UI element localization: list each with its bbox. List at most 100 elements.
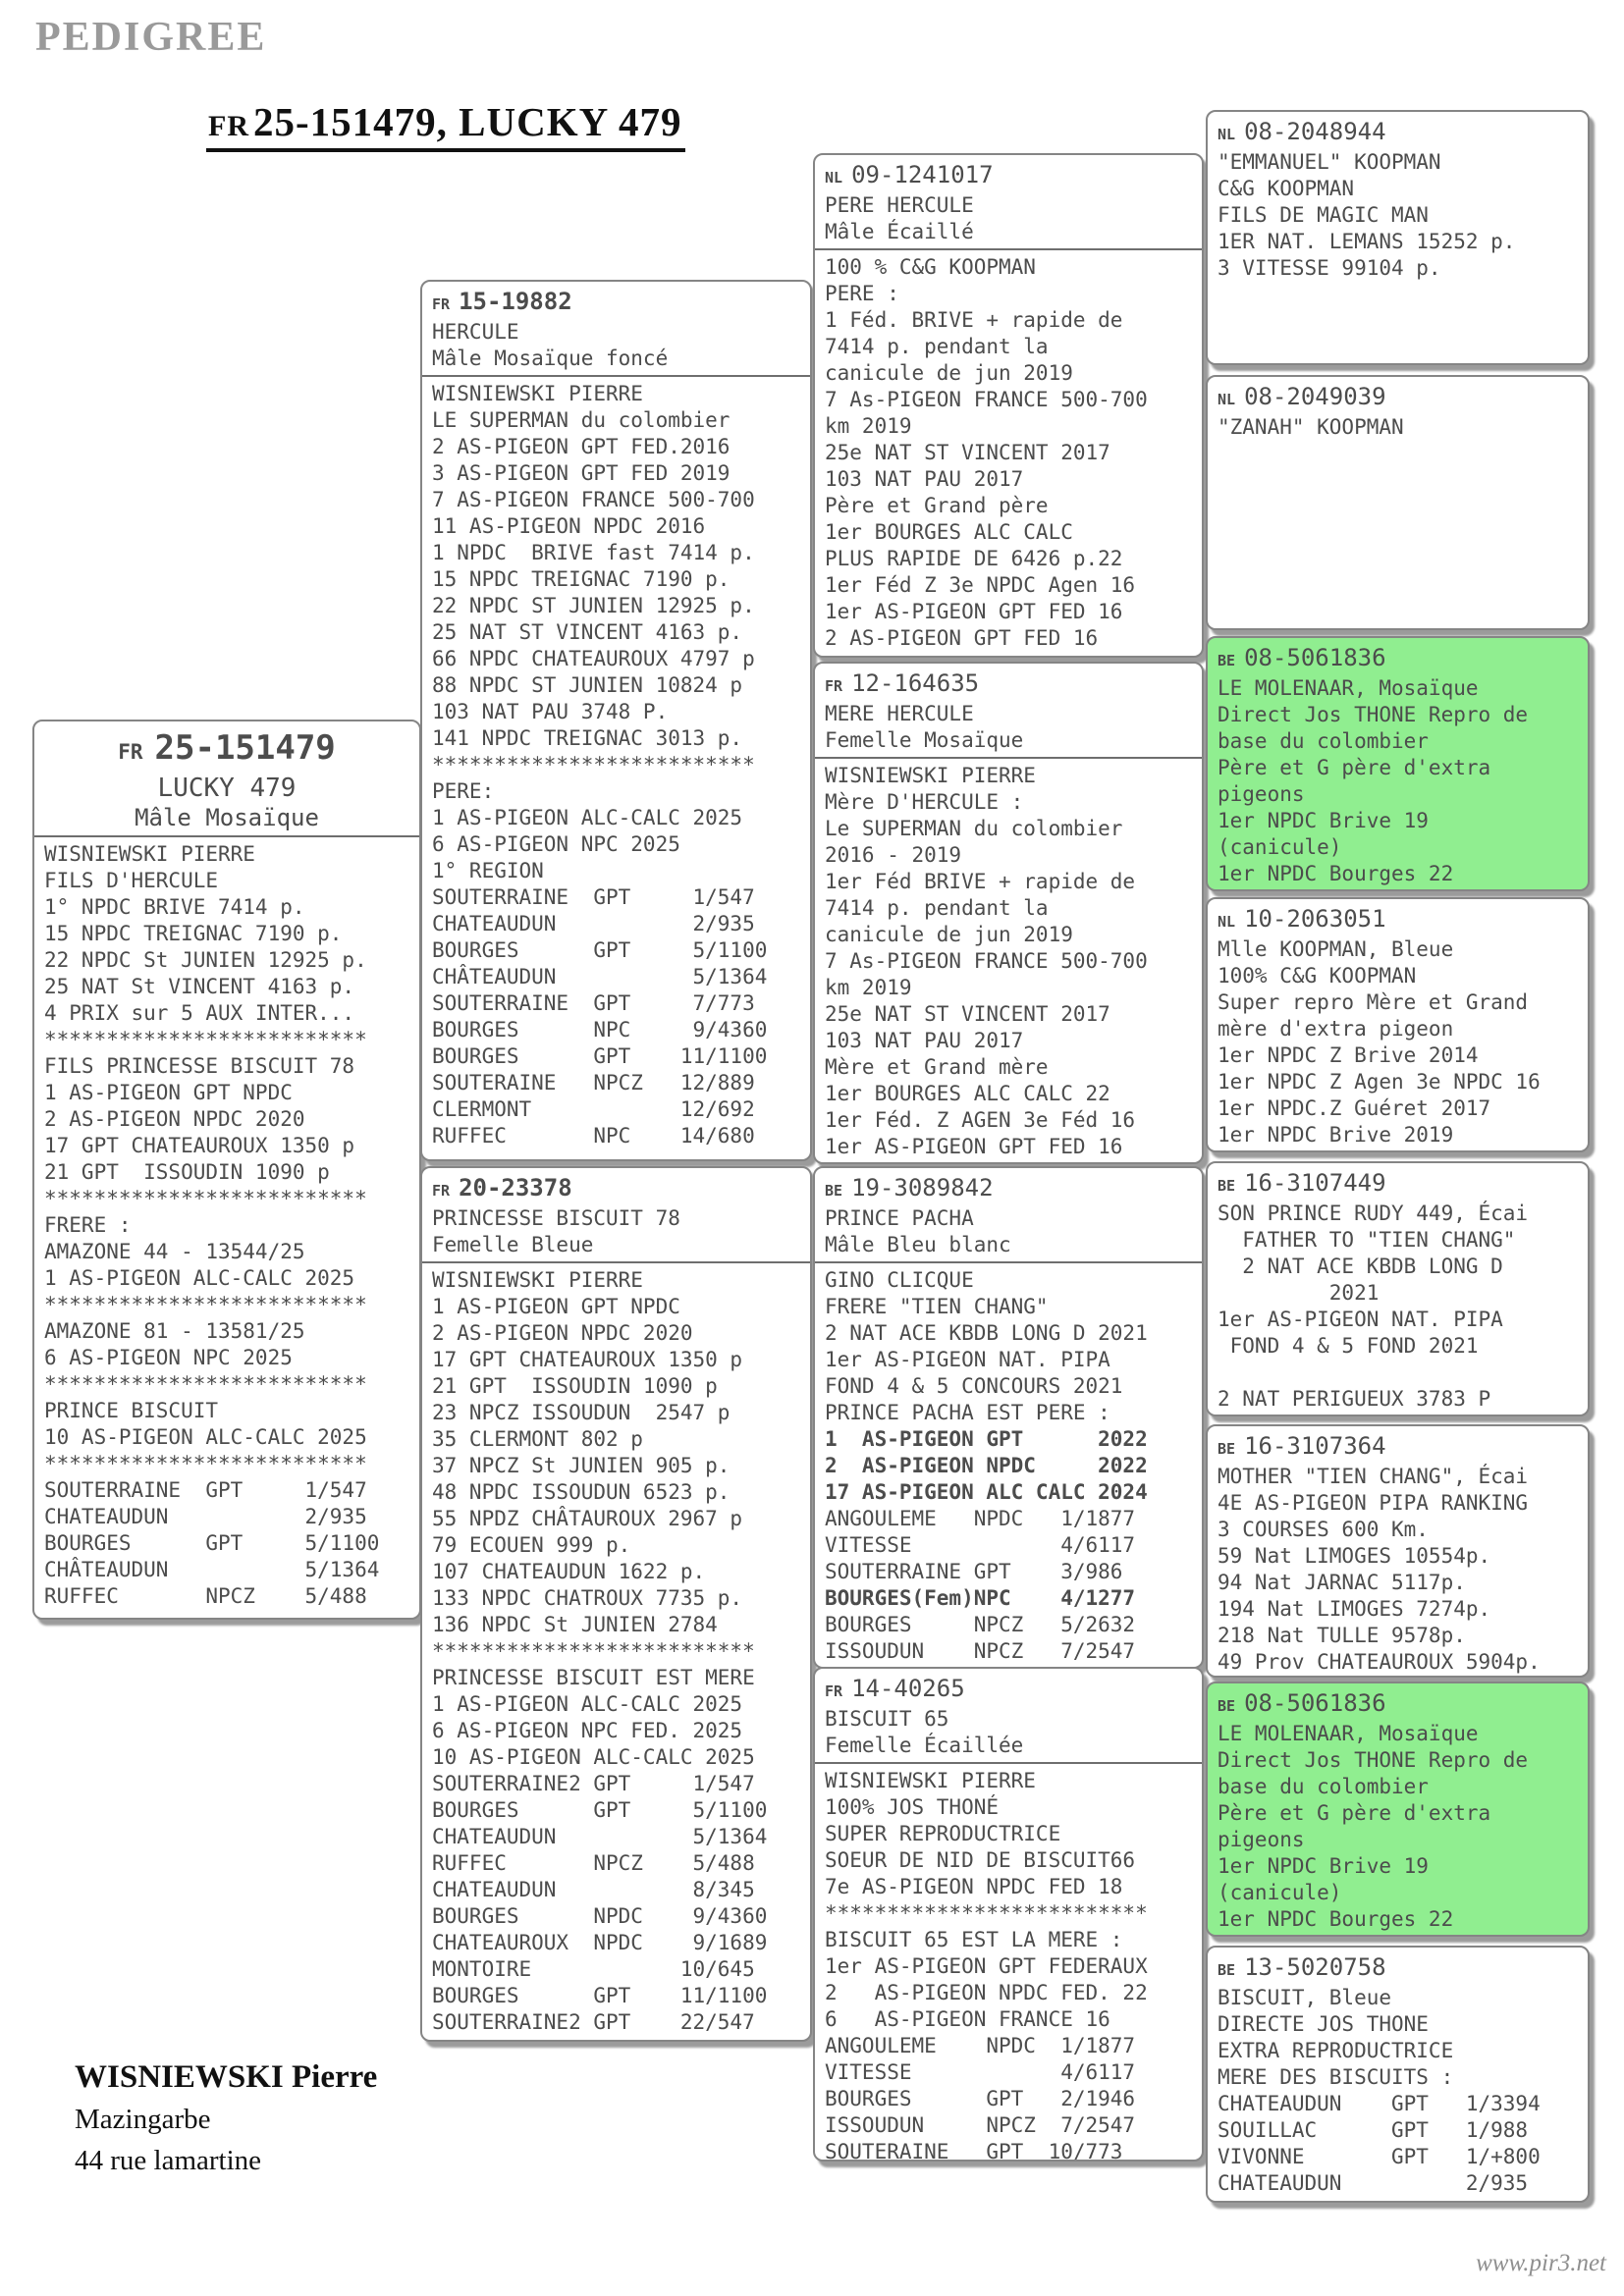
box-line: RUFFEC NPCZ 5/488	[432, 1851, 755, 1875]
country-code: NL	[1218, 126, 1236, 143]
title-ring-and-name: 25-151479, LUCKY 479	[253, 99, 682, 144]
ring-value: 15-19882	[459, 288, 572, 315]
box-lines: WISNIEWSKI PIERRE Mère D'HERCULE : Le SUPE…	[825, 763, 1192, 1160]
box-line: 1er NPDC Bourges 22	[1218, 1907, 1454, 1931]
box-line: pigeons	[1218, 782, 1305, 806]
box-line: 7 AS-PIGEON FRANCE 500-700	[432, 488, 755, 511]
country-code: BE	[1218, 1177, 1236, 1195]
box-line: 1er Féd. Z AGEN 3e Féd 16	[825, 1108, 1136, 1132]
owner-street: 44 rue lamartine	[75, 2145, 262, 2176]
box-line: AMAZONE 44 - 13544/25	[44, 1240, 305, 1263]
box-line: CHATEAUDUN 5/1364	[432, 1825, 768, 1848]
country-code: FR	[825, 677, 843, 695]
box-line: km 2019	[825, 976, 912, 999]
box-line: PLUS RAPIDE DE 6426 p.22	[825, 547, 1123, 570]
pigeon-name: BISCUIT 65	[825, 1707, 949, 1731]
box-line: ISSOUDUN NPCZ 7/2547	[825, 2113, 1136, 2137]
title-country-prefix: FR	[208, 110, 249, 142]
box-line: 25e NAT ST VINCENT 2017	[825, 1002, 1110, 1026]
box-line: 79 ECOUEN 999 p.	[432, 1533, 631, 1557]
subject-box: FR 25-151479 LUCKY 479 Mâle Mosaïque WISN…	[32, 720, 421, 1620]
box-ggp-4: NL 10-2063051 Mlle KOOPMAN, Bleue 100% C&G…	[1206, 897, 1590, 1152]
box-line: LE SUPERMAN du colombier	[432, 408, 731, 432]
box-line: ANGOULEME NPDC 1/1877	[825, 1507, 1136, 1530]
pigeon-description: Femelle Écaillée	[825, 1734, 1024, 1757]
box-line: 1 AS-PIGEON GPT NPDC	[432, 1295, 680, 1318]
pedigree-label: PEDIGREE	[35, 15, 267, 60]
pigeon-name: PRINCE PACHA	[825, 1206, 974, 1230]
divider	[422, 375, 810, 377]
box-line: FRERE :	[44, 1213, 132, 1237]
box-lines: BISCUIT, Bleue DIRECTE JOS THONE EXTRA REP…	[1218, 1985, 1578, 2197]
ring-value: 12-164635	[851, 669, 980, 697]
box-line: canicule de jun 2019	[825, 923, 1073, 946]
ring-value: 08-2049039	[1244, 383, 1386, 410]
box-line: km 2019	[825, 414, 912, 438]
pigeon-description: Femelle Bleue	[432, 1233, 594, 1256]
box-line: VITESSE 4/6117	[825, 2060, 1136, 2084]
box-line: 6 AS-PIGEON FRANCE 16	[825, 2007, 1110, 2031]
box-line: 141 NPDC TREIGNAC 3013 p.	[432, 726, 743, 750]
box-line: 1 AS-PIGEON GPT 2022	[825, 1427, 1148, 1451]
box-line: 1er AS-PIGEON GPT FEDERAUX	[825, 1954, 1148, 1978]
box-line: RUFFEC NPC 14/680	[432, 1124, 755, 1148]
box-line: WISNIEWSKI PIERRE	[432, 382, 643, 405]
box-line: WISNIEWSKI PIERRE	[432, 1268, 643, 1292]
box-line: BOURGES NPCZ 5/2632	[825, 1613, 1136, 1636]
box-line: BOURGES NPC 9/4360	[432, 1018, 768, 1041]
box-lines: 100 % C&G KOOPMAN PERE : 1 Féd. BRIVE + ra…	[825, 254, 1192, 652]
box-line: 1 Féd. BRIVE + rapide de	[825, 308, 1123, 332]
ring-value: 08-5061836	[1244, 644, 1386, 671]
box-line: **************************	[44, 1452, 367, 1475]
ring-value: 08-5061836	[1244, 1689, 1386, 1717]
box-line: CHÂTEAUDUN 5/1364	[44, 1558, 380, 1581]
ring-number: FR 12-164635	[825, 668, 1192, 701]
box-line: SOUTERRAINE GPT 1/547	[432, 885, 755, 909]
box-lines: "EMMANUEL" KOOPMAN C&G KOOPMAN FILS DE MAG…	[1218, 149, 1578, 282]
box-line: BOURGES(Fem)NPC 4/1277	[825, 1586, 1136, 1610]
box-line: 136 NPDC St JUNIEN 2784	[432, 1613, 718, 1636]
box-line: SOUTERRAINE GPT 7/773	[432, 991, 755, 1015]
box-line: **************************	[44, 1372, 367, 1396]
box-line: RUFFEC NPCZ 5/488	[44, 1584, 367, 1608]
box-line: 11 AS-PIGEON NPDC 2016	[432, 514, 706, 538]
country-code: BE	[825, 1182, 843, 1200]
box-line: ANGOULEME NPDC 1/1877	[825, 2034, 1136, 2057]
document-title: FR 25-151479, LUCKY 479	[206, 98, 686, 152]
box-line: 23 NPCZ ISSOUDUN 2547 p	[432, 1401, 731, 1424]
box-line: 1 AS-PIGEON ALC-CALC 2025	[432, 806, 743, 829]
box-line: 1er BOURGES ALC CALC 22	[825, 1082, 1110, 1105]
box-line: 1 AS-PIGEON ALC-CALC 2025	[432, 1692, 743, 1716]
box-lines: LE MOLENAAR, Mosaïque Direct Jos THONE Re…	[1218, 675, 1578, 887]
box-line: 103 NAT PAU 2017	[825, 1029, 1024, 1052]
box-line: 2016 - 2019	[825, 843, 962, 867]
box-lines: MOTHER "TIEN CHANG", Écai 4E AS-PIGEON PI…	[1218, 1464, 1578, 1676]
box-line: PRINCESSE BISCUIT EST MERE	[432, 1666, 755, 1689]
box-line: Père et G père d'extra	[1218, 1801, 1491, 1825]
box-line: CLERMONT 12/692	[432, 1097, 755, 1121]
box-line: SOUILLAC GPT 1/988	[1218, 2118, 1529, 2142]
box-line: BISCUIT 65 EST LA MERE :	[825, 1928, 1123, 1951]
pigeon-name: PERE HERCULE	[825, 193, 974, 217]
pigeon-description: Mâle Mosaïque foncé	[432, 347, 669, 370]
box-line: 2 AS-PIGEON NPDC FED. 22	[825, 1981, 1148, 2004]
country-code: BE	[1218, 1961, 1236, 1979]
pigeon-description: Mâle Écaillé	[825, 220, 974, 243]
ring-number: NL 08-2048944	[1218, 117, 1578, 149]
box-line: "EMMANUEL" KOOPMAN	[1218, 150, 1441, 174]
box-line: VIVONNE GPT 1/+800	[1218, 2145, 1541, 2168]
box-line: **************************	[432, 1639, 755, 1663]
box-ggp-6: BE 16-3107364 MOTHER "TIEN CHANG", Écai 4E…	[1206, 1424, 1590, 1678]
ring-value: 16-3107449	[1244, 1169, 1386, 1197]
box-line: 21 GPT ISSOUDIN 1090 p	[44, 1160, 330, 1184]
box-line: 49 Prov CHATEAUROUX 5904p.	[1218, 1650, 1541, 1674]
box-line: 1 NPDC BRIVE fast 7414 p.	[432, 541, 755, 564]
ring-number: NL 08-2049039	[1218, 382, 1578, 414]
box-line: WISNIEWSKI PIERRE	[825, 1769, 1036, 1792]
box-line: LE MOLENAAR, Mosaïque	[1218, 1722, 1479, 1745]
box-line: 15 NPDC TREIGNAC 7190 p.	[432, 567, 731, 591]
box-line: C&G KOOPMAN	[1218, 177, 1355, 200]
box-line: Super repro Mère et Grand	[1218, 990, 1529, 1014]
pigeon-name: PRINCESSE BISCUIT 78	[432, 1206, 680, 1230]
